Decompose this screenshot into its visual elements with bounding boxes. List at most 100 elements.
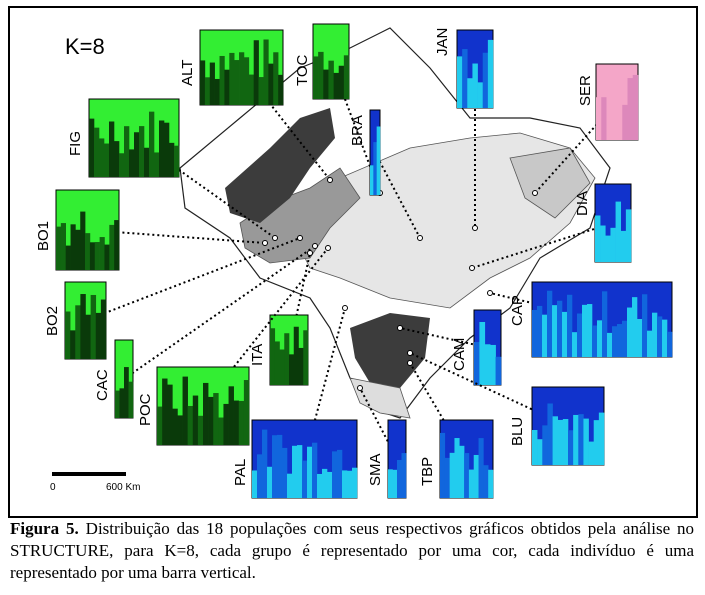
plot-stripe: [343, 55, 350, 99]
plot-stripe: [572, 332, 578, 357]
leader-line: [202, 247, 329, 407]
plot-stripe: [547, 403, 553, 465]
plot-stripe: [337, 449, 343, 498]
plot-stripe: [208, 396, 214, 445]
leader-line: [359, 387, 398, 460]
plot-stripe: [209, 62, 215, 105]
plot-stripe: [625, 209, 632, 262]
plot-stripe: [99, 237, 105, 270]
plot-stripe: [85, 314, 91, 359]
plot-stripe: [557, 419, 564, 465]
plot-stripe: [149, 111, 155, 177]
plot-stripe: [392, 469, 398, 498]
plot-stripe: [612, 326, 618, 357]
plot-stripe: [577, 313, 583, 357]
plot-stripe: [267, 466, 273, 498]
leader-line: [409, 362, 468, 460]
figure: K=8 0 600 Km ALT TOC JAN SER FIG BRA DIA BO1 BO2…: [8, 6, 698, 518]
plot-stripe: [89, 118, 95, 177]
plot-stripe: [562, 311, 568, 357]
plot-stripe: [224, 69, 230, 105]
plot-stripe: [317, 473, 323, 498]
population-label: BLU: [509, 417, 526, 446]
region-south: [349, 377, 411, 419]
plot-stripe: [647, 330, 653, 357]
plot-stripe: [397, 459, 402, 498]
plot-stripe: [80, 294, 86, 359]
plot-stripe: [652, 312, 658, 357]
plot-stripe: [342, 470, 348, 498]
plot-stripe: [270, 328, 276, 385]
plot-stripe: [70, 330, 76, 359]
plot-stripe: [257, 454, 263, 498]
plot-stripe: [297, 445, 303, 498]
plot-stripe: [592, 325, 598, 357]
plot-stripe: [124, 367, 129, 418]
plot-stripe: [172, 408, 178, 445]
plot-stripe: [667, 331, 673, 357]
sample-point: [312, 243, 318, 249]
plot-stripe: [596, 97, 602, 140]
plot-stripe: [128, 381, 134, 418]
scale-end: 600 Km: [106, 482, 140, 493]
plot-stripe: [617, 83, 623, 140]
plot-stripe: [352, 467, 358, 498]
plot-stripe: [104, 143, 110, 177]
population-label: DIA: [574, 191, 591, 216]
plot-stripe: [547, 290, 553, 357]
plot-stripe: [610, 227, 616, 262]
plot-stripe: [472, 63, 478, 108]
plot-stripe: [593, 420, 600, 465]
population-label: PAL: [232, 459, 249, 486]
plot-stripe: [484, 344, 491, 385]
plot-stripe: [274, 341, 280, 385]
plot-stripe: [611, 105, 618, 140]
sample-point: [307, 250, 313, 256]
plot-stripe: [573, 414, 579, 465]
map: K=8 0 600 Km ALT TOC JAN SER FIG BRA DIA BO1 BO2…: [35, 23, 673, 499]
plot-stripe: [75, 229, 81, 270]
population-label: CAC: [94, 369, 111, 401]
plot-stripe: [373, 142, 377, 195]
plot-stripe: [243, 380, 250, 445]
plot-stripe: [104, 244, 110, 270]
plot-stripe: [597, 320, 603, 357]
sample-point: [469, 265, 475, 271]
plot-stripe: [322, 468, 328, 498]
plot-stripe: [95, 312, 102, 359]
plot-stripe: [167, 384, 173, 445]
plot-stripe: [637, 319, 643, 357]
plot-stripe: [303, 330, 309, 385]
plot-stripe: [203, 382, 209, 445]
plot-stripe: [606, 96, 613, 140]
plot-stripe: [60, 223, 66, 270]
plot-stripe: [468, 469, 475, 498]
plot-stripe: [542, 425, 548, 465]
plot-stripe: [479, 321, 486, 385]
plot-stripe: [134, 132, 140, 177]
plot-stripe: [70, 224, 76, 270]
plot-stripe: [284, 333, 290, 385]
leader-line: [123, 245, 316, 380]
plot-stripe: [595, 215, 601, 262]
sample-point: [532, 190, 538, 196]
population-label: TOC: [294, 54, 311, 86]
plot-stripe: [287, 473, 293, 498]
plot-stripe: [89, 242, 96, 270]
plot-stripe: [578, 414, 584, 465]
plot-stripe: [94, 127, 100, 177]
plot-stripe: [332, 451, 338, 498]
plot-stripe: [467, 78, 473, 108]
leader-line: [85, 237, 301, 322]
population-label: POC: [137, 393, 154, 426]
plot-stripe: [477, 82, 484, 108]
population-label: BRA: [349, 115, 366, 146]
plot-stripe: [162, 378, 168, 445]
plot-stripe: [568, 430, 574, 465]
plot-stripe: [252, 470, 258, 498]
plot-stripe: [56, 226, 62, 270]
plot-stripe: [302, 460, 308, 498]
plot-stripe: [605, 235, 611, 262]
scale-start: 0: [50, 482, 56, 493]
plot-stripe: [313, 56, 319, 99]
